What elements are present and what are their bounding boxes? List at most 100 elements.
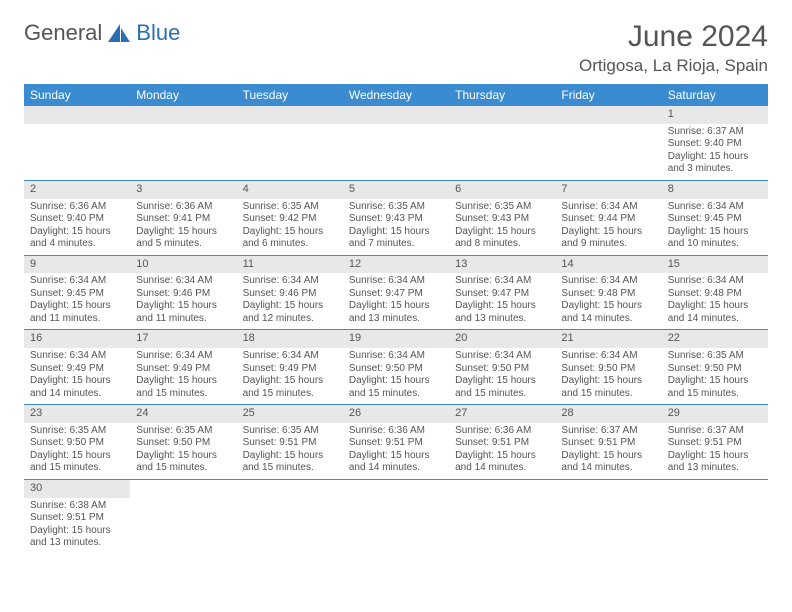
- sunrise-line: Sunrise: 6:36 AM: [349, 425, 443, 438]
- day-number: 2: [24, 181, 130, 199]
- day-number: 8: [662, 181, 768, 199]
- calendar-week-row: 1Sunrise: 6:37 AMSunset: 9:40 PMDaylight…: [24, 106, 768, 180]
- sunrise-line: Sunrise: 6:34 AM: [561, 201, 655, 214]
- sunset-line: Sunset: 9:51 PM: [561, 437, 655, 450]
- sunset-line: Sunset: 9:50 PM: [30, 437, 124, 450]
- sunrise-line: Sunrise: 6:37 AM: [561, 425, 655, 438]
- daylight-line: Daylight: 15 hours and 14 minutes.: [349, 450, 443, 475]
- calendar-day-cell: [343, 106, 449, 180]
- sunset-line: Sunset: 9:49 PM: [30, 363, 124, 376]
- day-number-bar: [130, 106, 236, 124]
- calendar-day-cell: [555, 106, 661, 180]
- sunrise-line: Sunrise: 6:34 AM: [136, 275, 230, 288]
- day-number: 23: [24, 405, 130, 423]
- calendar-day-cell: [237, 106, 343, 180]
- sunrise-line: Sunrise: 6:35 AM: [243, 201, 337, 214]
- day-number: 30: [24, 480, 130, 498]
- calendar-week-row: 23Sunrise: 6:35 AMSunset: 9:50 PMDayligh…: [24, 405, 768, 480]
- calendar-day-cell: 11Sunrise: 6:34 AMSunset: 9:46 PMDayligh…: [237, 255, 343, 330]
- weekday-header-row: Sunday Monday Tuesday Wednesday Thursday…: [24, 84, 768, 106]
- sunrise-line: Sunrise: 6:34 AM: [30, 350, 124, 363]
- sunrise-line: Sunrise: 6:36 AM: [136, 201, 230, 214]
- sunset-line: Sunset: 9:51 PM: [455, 437, 549, 450]
- sunset-line: Sunset: 9:50 PM: [136, 437, 230, 450]
- sunset-line: Sunset: 9:49 PM: [243, 363, 337, 376]
- day-number-bar: [343, 106, 449, 124]
- sunrise-line: Sunrise: 6:38 AM: [30, 500, 124, 513]
- calendar-day-cell: [343, 479, 449, 553]
- calendar-day-cell: 7Sunrise: 6:34 AMSunset: 9:44 PMDaylight…: [555, 180, 661, 255]
- calendar-day-cell: 26Sunrise: 6:36 AMSunset: 9:51 PMDayligh…: [343, 405, 449, 480]
- day-number: 7: [555, 181, 661, 199]
- sunset-line: Sunset: 9:48 PM: [668, 288, 762, 301]
- daylight-line: Daylight: 15 hours and 4 minutes.: [30, 226, 124, 251]
- sunset-line: Sunset: 9:44 PM: [561, 213, 655, 226]
- day-number: 29: [662, 405, 768, 423]
- daylight-line: Daylight: 15 hours and 13 minutes.: [30, 525, 124, 550]
- day-number: 20: [449, 330, 555, 348]
- calendar-day-cell: 15Sunrise: 6:34 AMSunset: 9:48 PMDayligh…: [662, 255, 768, 330]
- weekday-header: Tuesday: [237, 84, 343, 106]
- daylight-line: Daylight: 15 hours and 15 minutes.: [668, 375, 762, 400]
- day-number: 19: [343, 330, 449, 348]
- sunset-line: Sunset: 9:46 PM: [136, 288, 230, 301]
- sunset-line: Sunset: 9:43 PM: [349, 213, 443, 226]
- daylight-line: Daylight: 15 hours and 15 minutes.: [455, 375, 549, 400]
- month-title: June 2024: [579, 20, 768, 54]
- calendar-day-cell: 12Sunrise: 6:34 AMSunset: 9:47 PMDayligh…: [343, 255, 449, 330]
- calendar-day-cell: 8Sunrise: 6:34 AMSunset: 9:45 PMDaylight…: [662, 180, 768, 255]
- daylight-line: Daylight: 15 hours and 15 minutes.: [243, 375, 337, 400]
- day-number: 10: [130, 256, 236, 274]
- daylight-line: Daylight: 15 hours and 15 minutes.: [243, 450, 337, 475]
- sunrise-line: Sunrise: 6:34 AM: [30, 275, 124, 288]
- sunset-line: Sunset: 9:47 PM: [455, 288, 549, 301]
- sunrise-line: Sunrise: 6:34 AM: [349, 350, 443, 363]
- calendar-day-cell: [449, 106, 555, 180]
- sunrise-line: Sunrise: 6:35 AM: [136, 425, 230, 438]
- brand-logo: General Blue: [24, 20, 180, 46]
- calendar-day-cell: [130, 479, 236, 553]
- calendar-day-cell: 6Sunrise: 6:35 AMSunset: 9:43 PMDaylight…: [449, 180, 555, 255]
- daylight-line: Daylight: 15 hours and 6 minutes.: [243, 226, 337, 251]
- sunset-line: Sunset: 9:50 PM: [455, 363, 549, 376]
- sunrise-line: Sunrise: 6:34 AM: [455, 350, 549, 363]
- daylight-line: Daylight: 15 hours and 15 minutes.: [349, 375, 443, 400]
- day-number: 18: [237, 330, 343, 348]
- sunrise-line: Sunrise: 6:34 AM: [349, 275, 443, 288]
- calendar-day-cell: [237, 479, 343, 553]
- calendar-day-cell: [449, 479, 555, 553]
- calendar-day-cell: [130, 106, 236, 180]
- sunrise-line: Sunrise: 6:34 AM: [561, 275, 655, 288]
- sunrise-line: Sunrise: 6:34 AM: [243, 350, 337, 363]
- daylight-line: Daylight: 15 hours and 13 minutes.: [455, 300, 549, 325]
- daylight-line: Daylight: 15 hours and 13 minutes.: [349, 300, 443, 325]
- daylight-line: Daylight: 15 hours and 15 minutes.: [30, 450, 124, 475]
- day-number: 11: [237, 256, 343, 274]
- calendar-day-cell: 13Sunrise: 6:34 AMSunset: 9:47 PMDayligh…: [449, 255, 555, 330]
- day-number: 6: [449, 181, 555, 199]
- daylight-line: Daylight: 15 hours and 14 minutes.: [561, 300, 655, 325]
- calendar-week-row: 16Sunrise: 6:34 AMSunset: 9:49 PMDayligh…: [24, 330, 768, 405]
- sunrise-line: Sunrise: 6:36 AM: [30, 201, 124, 214]
- weekday-header: Monday: [130, 84, 236, 106]
- sunset-line: Sunset: 9:47 PM: [349, 288, 443, 301]
- day-number: 21: [555, 330, 661, 348]
- calendar-day-cell: 24Sunrise: 6:35 AMSunset: 9:50 PMDayligh…: [130, 405, 236, 480]
- brand-text-1: General: [24, 20, 102, 46]
- day-number: 15: [662, 256, 768, 274]
- calendar-day-cell: 25Sunrise: 6:35 AMSunset: 9:51 PMDayligh…: [237, 405, 343, 480]
- day-number: 22: [662, 330, 768, 348]
- sunset-line: Sunset: 9:48 PM: [561, 288, 655, 301]
- calendar-day-cell: 27Sunrise: 6:36 AMSunset: 9:51 PMDayligh…: [449, 405, 555, 480]
- sunset-line: Sunset: 9:51 PM: [349, 437, 443, 450]
- day-number: 17: [130, 330, 236, 348]
- calendar-day-cell: 17Sunrise: 6:34 AMSunset: 9:49 PMDayligh…: [130, 330, 236, 405]
- day-number: 9: [24, 256, 130, 274]
- day-number-bar: [237, 106, 343, 124]
- day-number-bar: [449, 106, 555, 124]
- calendar-day-cell: 20 Sunrise: 6:34 AMSunset: 9:50 PMDayligh…: [449, 330, 555, 405]
- calendar-day-cell: 22Sunrise: 6:35 AMSunset: 9:50 PMDayligh…: [662, 330, 768, 405]
- calendar-day-cell: [24, 106, 130, 180]
- day-number: 25: [237, 405, 343, 423]
- day-number: 5: [343, 181, 449, 199]
